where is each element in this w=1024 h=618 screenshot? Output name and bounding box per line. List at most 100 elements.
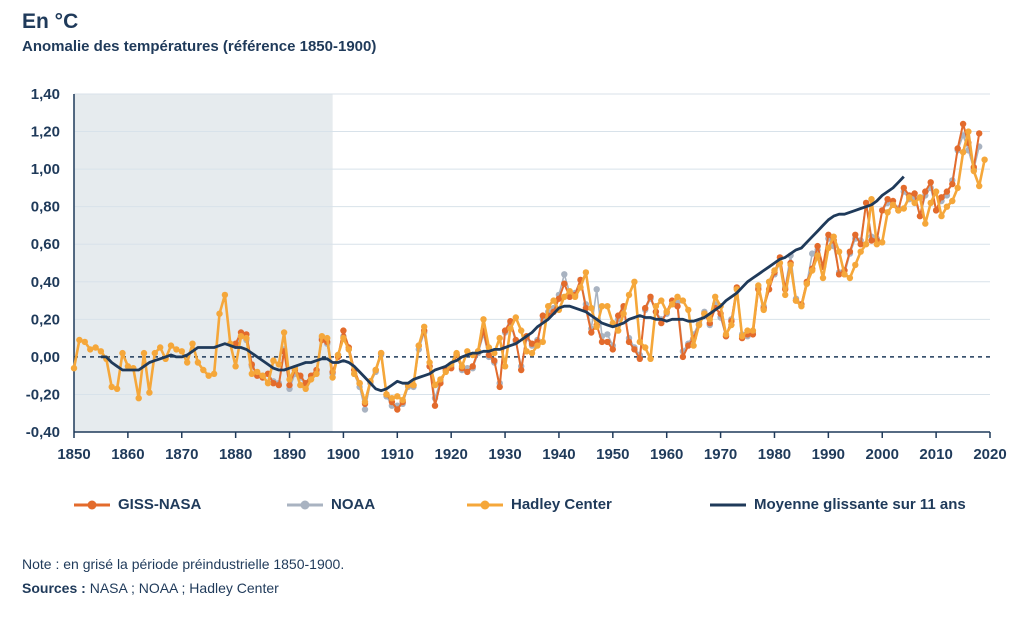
- sources-text: NASA ; NOAA ; Hadley Center: [85, 580, 279, 596]
- data-point-giss: [900, 184, 907, 192]
- data-point-hadley: [178, 348, 185, 355]
- data-point-giss: [394, 406, 401, 413]
- data-point-hadley: [787, 261, 794, 269]
- data-point-giss: [615, 312, 622, 319]
- data-point-hadley: [906, 194, 913, 201]
- legend-marker-hadley: [467, 500, 503, 509]
- data-point-giss: [679, 353, 687, 361]
- x-tick-label: 1960: [650, 446, 683, 463]
- data-point-giss: [588, 329, 595, 336]
- series-line-mean: [100, 175, 905, 393]
- data-point-hadley: [324, 334, 331, 342]
- data-point-giss: [835, 271, 843, 278]
- y-tick-label: -0,40: [26, 424, 60, 441]
- data-point-hadley: [932, 188, 940, 195]
- data-point-hadley: [771, 267, 778, 274]
- data-point-hadley: [663, 308, 670, 315]
- data-point-hadley: [722, 331, 730, 338]
- data-point-hadley: [755, 282, 762, 289]
- data-point-giss: [846, 248, 854, 255]
- data-point-hadley: [356, 380, 363, 387]
- chart-title: En °C: [22, 10, 79, 33]
- x-tick-label: 1900: [327, 446, 360, 463]
- data-point-hadley: [577, 284, 584, 291]
- x-tick-label: 1910: [381, 446, 414, 463]
- legend-marker-giss: [74, 500, 110, 509]
- data-point-hadley: [712, 293, 719, 300]
- x-tick-label: 1980: [758, 446, 791, 463]
- data-point-giss: [275, 381, 282, 389]
- data-point-giss: [922, 188, 929, 195]
- data-point-hadley: [642, 344, 649, 351]
- data-point-hadley: [631, 278, 638, 285]
- x-tick-label: 2000: [866, 446, 899, 463]
- data-point-hadley: [814, 252, 821, 259]
- data-point-hadley: [604, 303, 611, 310]
- data-point-hadley: [518, 327, 525, 334]
- data-point-hadley: [124, 363, 132, 370]
- footer-sources: Sources : NASA ; NOAA ; Hadley Center: [22, 580, 279, 596]
- data-point-hadley: [593, 323, 600, 330]
- data-point-hadley: [421, 323, 428, 330]
- data-point-hadley: [879, 239, 886, 246]
- data-point-giss: [469, 363, 476, 370]
- data-point-hadley: [210, 370, 218, 377]
- data-point-hadley: [237, 333, 245, 340]
- legend-label-mean: Moyenne glissante sur 11 ans: [754, 496, 966, 513]
- data-point-hadley: [927, 199, 934, 207]
- data-point-giss: [625, 338, 633, 346]
- series-line-noaa: [234, 134, 980, 411]
- x-tick-label: 2020: [973, 446, 1006, 463]
- data-point-hadley: [157, 344, 164, 351]
- data-point-hadley: [307, 376, 315, 383]
- data-point-hadley: [151, 349, 158, 357]
- data-point-hadley: [491, 349, 498, 357]
- data-point-hadley: [819, 274, 827, 282]
- data-point-hadley: [679, 297, 687, 304]
- data-point-giss: [555, 295, 563, 302]
- data-point-giss: [916, 212, 924, 220]
- data-point-hadley: [135, 395, 142, 402]
- data-point-hadley: [264, 380, 272, 387]
- data-point-giss: [857, 241, 864, 248]
- data-point-hadley: [221, 291, 229, 299]
- data-point-hadley: [313, 370, 320, 377]
- data-point-hadley: [280, 329, 288, 336]
- data-point-hadley: [846, 274, 854, 282]
- data-point-hadley: [318, 333, 326, 340]
- data-point-giss: [501, 327, 509, 334]
- data-point-giss: [862, 199, 870, 207]
- series-line-giss: [234, 123, 981, 411]
- data-point-giss: [868, 237, 875, 244]
- data-point-giss: [431, 402, 439, 409]
- data-point-hadley: [70, 365, 78, 372]
- data-point-hadley: [889, 201, 897, 208]
- data-point-giss: [491, 357, 498, 364]
- data-point-hadley: [464, 348, 471, 355]
- data-point-noaa: [809, 250, 816, 257]
- data-point-hadley: [167, 342, 175, 349]
- data-point-giss: [976, 130, 983, 137]
- data-point-hadley: [248, 370, 255, 377]
- x-tick-label: 1970: [704, 446, 737, 463]
- data-point-hadley: [146, 389, 153, 396]
- data-point-giss: [566, 293, 573, 300]
- data-point-hadley: [485, 344, 493, 351]
- data-point-hadley: [566, 288, 573, 295]
- data-point-hadley: [706, 316, 713, 323]
- data-point-hadley: [803, 280, 810, 287]
- data-point-hadley: [297, 381, 304, 389]
- data-point-giss: [954, 145, 961, 152]
- data-point-giss: [561, 280, 568, 287]
- data-point-hadley: [507, 325, 514, 332]
- data-point-hadley: [329, 374, 336, 381]
- data-point-hadley: [545, 303, 552, 310]
- data-point-hadley: [81, 338, 89, 346]
- data-point-giss: [528, 340, 536, 347]
- data-point-hadley: [798, 303, 805, 310]
- data-point-hadley: [668, 301, 676, 308]
- data-point-hadley: [184, 359, 191, 366]
- data-point-hadley: [949, 197, 956, 205]
- data-point-hadley: [399, 396, 406, 404]
- legend-label-noaa: NOAA: [331, 496, 376, 513]
